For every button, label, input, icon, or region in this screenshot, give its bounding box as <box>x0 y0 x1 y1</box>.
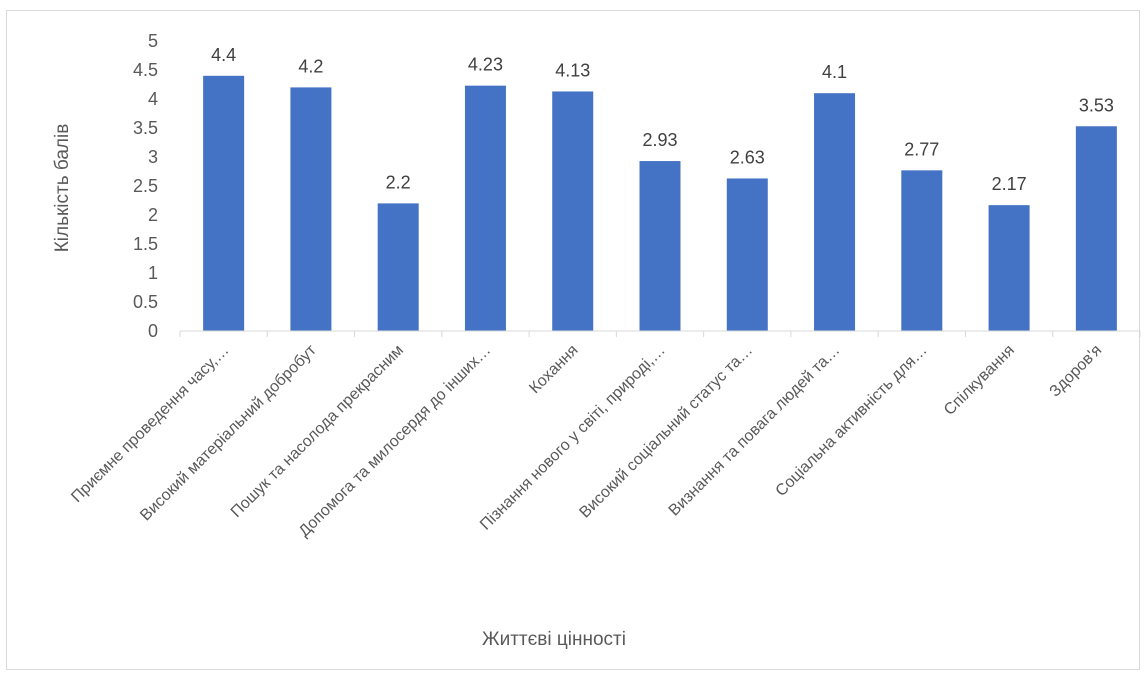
bar <box>552 91 594 332</box>
y-tick-label: 0 <box>148 321 158 341</box>
bar <box>203 75 245 331</box>
category-label: Приємне проведення часу,… <box>68 342 232 506</box>
data-label: 2.2 <box>386 172 411 192</box>
y-axis-ticks: 0 0.5 1 1.5 2 2.5 3 3.5 4 4.5 5 <box>133 31 158 341</box>
data-label: 4.1 <box>822 62 847 82</box>
data-label: 4.4 <box>211 45 236 65</box>
x-axis-ticks <box>179 331 1141 337</box>
category-label: Кохання <box>526 342 581 397</box>
category-label: Допомога та милосердя до інших… <box>296 342 495 541</box>
category-label: Пошук та насолода прекрасним <box>228 342 407 521</box>
category-label: Високий матеріальний добробут <box>137 341 320 524</box>
bar <box>377 203 419 331</box>
y-tick-label: 1 <box>148 263 158 283</box>
category-labels: Приємне проведення часу,…Високий матеріа… <box>68 341 1105 540</box>
y-tick-label: 1.5 <box>133 234 158 254</box>
y-tick-label: 2.5 <box>133 176 158 196</box>
y-tick-label: 5 <box>148 31 158 51</box>
y-tick-label: 4.5 <box>133 60 158 80</box>
bars <box>203 75 1117 332</box>
data-label: 3.53 <box>1079 95 1114 115</box>
data-label: 4.23 <box>468 55 503 75</box>
bar <box>814 93 856 331</box>
y-tick-label: 0.5 <box>133 292 158 312</box>
category-label: Спілкування <box>941 342 1018 419</box>
category-label: Здоров'я <box>1047 342 1106 401</box>
data-label: 2.63 <box>730 147 765 167</box>
category-label: Соціальна активність для… <box>773 342 931 500</box>
category-label: Пізнання нового у світі, природі,… <box>477 342 669 534</box>
bar <box>726 178 768 331</box>
bar <box>988 205 1030 331</box>
y-tick-label: 3.5 <box>133 118 158 138</box>
x-axis-title: Життєві цінності <box>482 629 626 650</box>
data-label: 2.93 <box>642 130 677 150</box>
category-label: Високий соціальний статус та… <box>576 342 756 522</box>
data-label: 2.77 <box>904 139 939 159</box>
bar <box>464 85 506 331</box>
bar <box>290 87 332 332</box>
bar <box>1075 126 1117 331</box>
y-tick-label: 2 <box>148 205 158 225</box>
bar <box>639 161 681 331</box>
y-tick-label: 3 <box>148 147 158 167</box>
data-label: 4.13 <box>555 60 590 80</box>
y-tick-label: 4 <box>148 89 158 109</box>
category-label: Визнання та повага людей та… <box>666 342 844 520</box>
bar <box>901 170 943 331</box>
data-labels: 4.4 4.2 2.2 4.23 4.13 2.93 2.63 4.1 2.77 2.17 3.53 <box>211 45 1114 194</box>
y-axis-title: Кількість балів <box>52 124 73 253</box>
data-label: 2.17 <box>992 174 1027 194</box>
data-label: 4.2 <box>298 56 323 76</box>
